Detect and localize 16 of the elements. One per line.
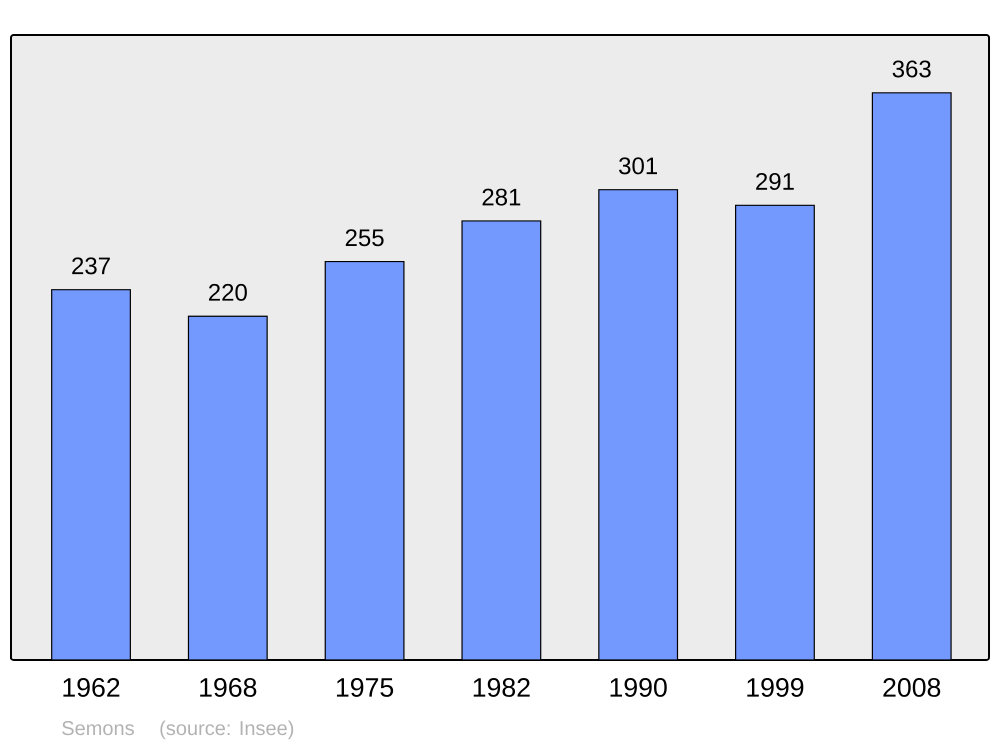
data-label: 255 bbox=[346, 229, 384, 246]
data-label: 237 bbox=[72, 257, 110, 274]
data-label: 363 bbox=[892, 60, 931, 78]
x-tick-label: 1975 bbox=[336, 678, 394, 697]
data-label: 281 bbox=[482, 188, 520, 206]
x-tick-label: 1962 bbox=[63, 678, 120, 697]
text: (source: Insee) bbox=[160, 720, 294, 740]
x-tick-label: 1999 bbox=[747, 678, 804, 697]
x-tick-label: 1990 bbox=[610, 678, 667, 697]
x-tick-label: 1982 bbox=[474, 678, 530, 697]
x-tick-label: 1968 bbox=[200, 678, 256, 697]
data-label: 301 bbox=[619, 157, 657, 174]
x-tick-label: 2008 bbox=[883, 678, 940, 697]
data-label: 291 bbox=[756, 172, 794, 190]
text: Semons bbox=[62, 721, 134, 736]
data-label: 220 bbox=[208, 284, 247, 301]
